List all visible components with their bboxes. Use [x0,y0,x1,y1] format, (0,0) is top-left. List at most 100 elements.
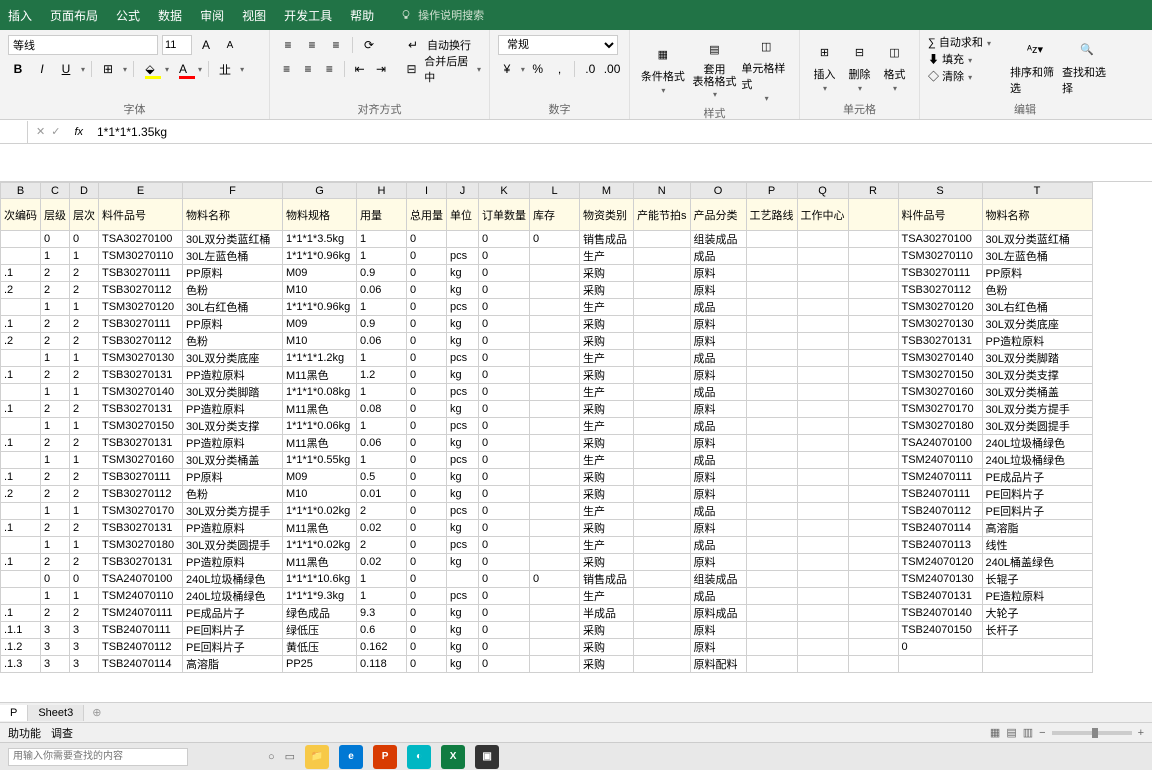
col-header[interactable]: G [283,183,357,199]
cell[interactable]: TSM24070110 [898,452,982,469]
find-select-button[interactable]: 🔍查找和选择 [1062,34,1112,99]
cell[interactable] [848,554,898,571]
cell[interactable]: TSB24070131 [898,588,982,605]
cell[interactable]: 3 [70,639,99,656]
cell[interactable] [634,452,691,469]
cell[interactable]: 30L双分类圆提手 [183,537,283,554]
insert-button[interactable]: ⊞插入▾ [808,34,841,99]
cell[interactable] [634,435,691,452]
cell[interactable] [530,350,580,367]
cell[interactable]: PP原料 [183,469,283,486]
autosum-button[interactable]: ∑ 自动求和 ▾ [928,34,1008,50]
menu-review[interactable]: 审阅 [200,7,224,24]
col-header[interactable]: F [183,183,283,199]
cell[interactable]: 色粉 [183,333,283,350]
cell[interactable]: 0.162 [357,639,407,656]
cell[interactable]: 1 [357,248,407,265]
cell[interactable] [848,588,898,605]
cell[interactable]: PP造粒原料 [183,554,283,571]
cell[interactable]: kg [447,469,479,486]
cell[interactable]: 2 [357,537,407,554]
zoom-in-icon[interactable]: + [1138,727,1144,739]
cell[interactable]: 0 [41,231,70,248]
cell[interactable]: 0 [407,656,447,673]
cell[interactable]: 1 [70,299,99,316]
cell[interactable]: 2 [70,333,99,350]
cell[interactable]: M10 [283,486,357,503]
cell[interactable]: 0 [479,605,530,622]
cell[interactable]: TSM30270130 [898,316,982,333]
cell[interactable]: 240L垃圾桶绿色 [982,452,1092,469]
cell[interactable]: 30L右红色桶 [183,299,283,316]
clear-button[interactable]: ◇ 清除 ▾ [928,68,1008,84]
cell[interactable]: 1 [70,418,99,435]
cell[interactable]: M11黑色 [283,554,357,571]
align-top-icon[interactable]: ≡ [278,35,298,55]
sort-filter-button[interactable]: ᴬᴢ▾排序和筛选 [1010,34,1060,99]
cell[interactable]: kg [447,367,479,384]
cell[interactable]: 0.6 [357,622,407,639]
cell[interactable] [634,265,691,282]
underline-button[interactable]: U [56,59,76,79]
cell[interactable]: 240L桶盖绿色 [982,554,1092,571]
cell[interactable]: 大轮子 [982,605,1092,622]
cell[interactable]: 0 [407,401,447,418]
font-name-select[interactable] [8,35,158,55]
cell[interactable]: TSM24070130 [898,571,982,588]
cell[interactable]: TSM24070111 [898,469,982,486]
cell[interactable]: 采购 [580,316,634,333]
cell[interactable] [797,469,848,486]
fontcolor-dd-icon[interactable]: ▾ [198,65,202,74]
cell[interactable]: 3 [41,639,70,656]
cell[interactable]: M11黑色 [283,401,357,418]
cell[interactable]: 成品 [690,384,746,401]
cell[interactable] [797,639,848,656]
cell[interactable]: 0 [479,537,530,554]
cell[interactable]: 成品 [690,452,746,469]
cell[interactable]: pcs [447,452,479,469]
tell-me-search[interactable]: 操作说明搜索 [400,7,484,23]
cell[interactable]: 0 [407,248,447,265]
cell[interactable] [634,554,691,571]
menu-formula[interactable]: 公式 [116,7,140,24]
cell[interactable]: 1*1*1*0.02kg [283,537,357,554]
cell[interactable] [797,333,848,350]
cell[interactable]: TSB30270111 [99,316,183,333]
cell[interactable]: 采购 [580,520,634,537]
cell[interactable] [797,248,848,265]
cell[interactable]: 0 [898,639,982,656]
cell[interactable] [634,299,691,316]
col-header[interactable]: N [634,183,691,199]
cell[interactable]: TSB30270131 [898,333,982,350]
cell[interactable]: 原料 [690,282,746,299]
cell[interactable]: M11黑色 [283,435,357,452]
sheet-tab-p[interactable]: P [0,705,28,721]
cell[interactable] [530,656,580,673]
cell[interactable]: TSB24070113 [898,537,982,554]
cell[interactable] [746,418,797,435]
cell[interactable]: 0 [479,571,530,588]
header-cell[interactable]: 单位 [447,199,479,231]
cell[interactable]: 240L垃圾桶绿色 [982,435,1092,452]
cell[interactable] [1,537,41,554]
cell[interactable] [797,537,848,554]
cell[interactable] [848,367,898,384]
cell[interactable] [797,503,848,520]
font-color-button[interactable]: A [173,59,193,79]
cell[interactable]: 成品 [690,537,746,554]
cell[interactable]: 0 [407,231,447,248]
cell[interactable] [634,350,691,367]
cell[interactable] [746,367,797,384]
cell[interactable]: 线性 [982,537,1092,554]
cell-style-button[interactable]: ◫单元格样式▾ [741,34,791,103]
increase-font-icon[interactable]: A [196,35,216,55]
ppt-icon[interactable]: P [373,745,397,769]
taskview-icon[interactable]: ▭ [285,750,295,763]
cell[interactable]: 原料 [690,486,746,503]
cell[interactable]: 1 [357,231,407,248]
format-button[interactable]: ◫格式▾ [878,34,911,99]
cell[interactable]: 0 [407,639,447,656]
cell[interactable]: 原料 [690,469,746,486]
menu-insert[interactable]: 插入 [8,7,32,24]
menu-data[interactable]: 数据 [158,7,182,24]
